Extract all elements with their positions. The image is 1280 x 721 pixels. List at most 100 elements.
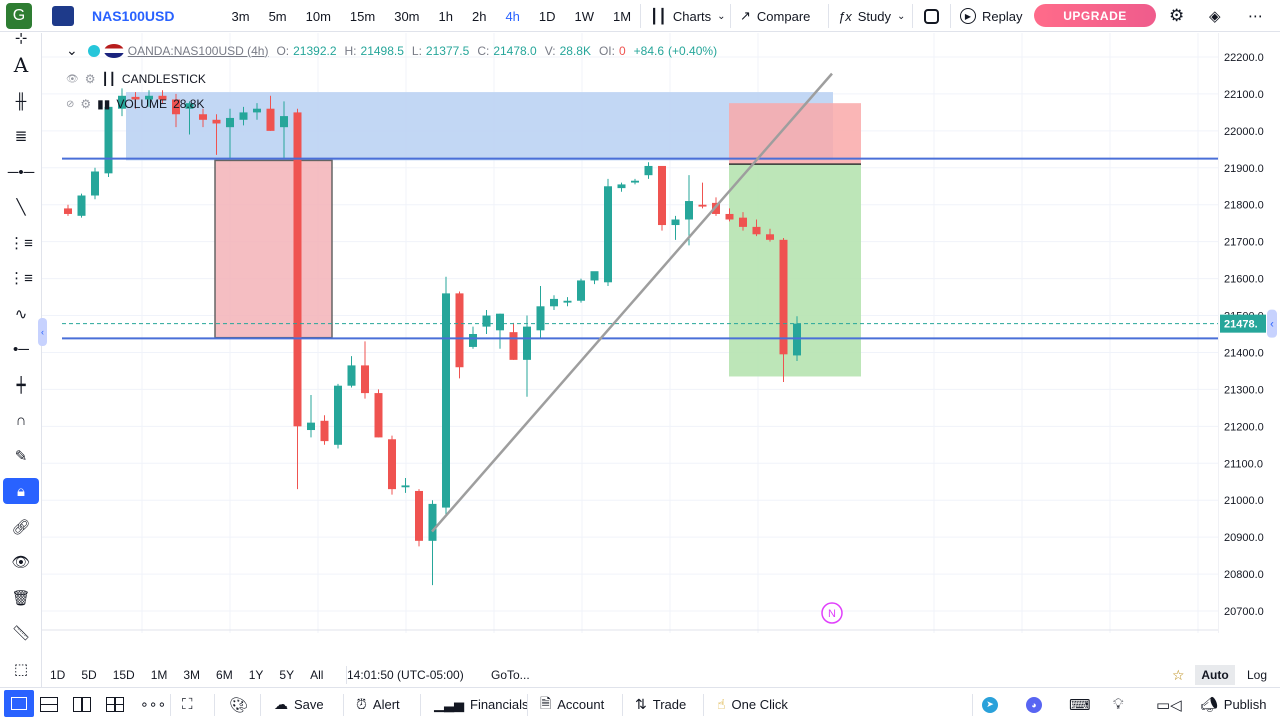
cursor-icon[interactable]: ⬚ [13,661,29,678]
palette-icon[interactable]: 🎨︎ [229,696,249,714]
interval-2h[interactable]: 2h [471,8,487,24]
range-3m[interactable]: 3M [183,668,201,682]
range-all[interactable]: All [310,668,324,682]
cloud-icon: ☁ [274,696,288,712]
lock-icon[interactable]: 🔒︎ [3,478,39,504]
grid-layout-icon[interactable] [106,688,124,721]
supply-zone-rect [126,92,833,161]
eye-icon[interactable]: 👁︎ [66,73,79,85]
split-vertical-icon[interactable] [73,688,91,721]
snapshot-button[interactable] [924,0,939,32]
gann-icon[interactable]: ⋮≡ [9,270,33,287]
interval-1W[interactable]: 1W [574,8,595,24]
settings-gear-icon[interactable]: ⚙ [1169,6,1185,25]
compare-button[interactable]: ↗ Compare [740,0,810,32]
legend-symbol[interactable]: OANDA:NAS100USD (4h) [127,43,269,58]
price-axis[interactable]: 22200.0 22100.0 22000.0 21900.0 21800.0 21700… [1218,33,1280,633]
range-15d[interactable]: 15D [112,668,135,682]
keyboard-icon[interactable]: ⌨ [1069,696,1091,714]
account-button[interactable]: 🗎︎ Account [540,688,604,721]
fib-tool-icon[interactable]: ╫ [15,92,27,110]
time-axis: 161718192223252630202412N02:58:09 [42,602,1218,631]
divider [730,4,731,28]
auto-scale-button[interactable]: Auto [1195,665,1235,685]
interval-15m[interactable]: 15m [349,8,376,24]
trash-icon[interactable]: 🗑︎ [11,590,31,607]
range-5y[interactable]: 5Y [279,668,295,682]
candle-body [469,334,477,347]
range-5d[interactable]: 5D [81,668,97,682]
layers-icon[interactable]: ◈ [1209,8,1221,25]
candle-body [77,195,86,216]
range-1m[interactable]: 1M [150,668,168,682]
more-options-icon[interactable]: ⋯ [1248,8,1263,25]
settings-gear-icon[interactable]: ⚙ [80,97,92,111]
price-chart[interactable]: 161718192223252630202412N02:58:09 [42,33,1218,633]
ray-icon[interactable]: •─ [13,340,29,358]
lightbulb-icon[interactable]: 💡︎ [1113,696,1124,713]
log-scale-button[interactable]: Log [1247,668,1268,682]
text-tool-icon[interactable]: A [13,53,29,77]
split-horizontal-icon[interactable] [40,688,58,721]
candle-body [334,385,342,445]
interval-10m[interactable]: 10m [305,8,331,24]
measure-icon[interactable]: 📏︎ [11,625,31,642]
crosshair-icon[interactable]: ⊹ [14,30,28,47]
interval-1M[interactable]: 1M [613,8,632,24]
interval-3m[interactable]: 3m [231,8,250,24]
eye-hidden-icon[interactable]: ⊘ [66,98,75,110]
pattern-icon[interactable]: ∿ [14,306,28,323]
study-button[interactable]: ƒx Study ⌄ [838,0,905,32]
vertical-line-icon[interactable]: ┿ [16,377,26,394]
candle-body [658,165,666,226]
volume-study-legend[interactable]: ⊘ ⚙ ▮▮ VOLUME 28.8K [66,97,204,111]
channel-tool-icon[interactable]: ≣ [14,128,28,145]
range-1d[interactable]: 1D [50,668,66,682]
interval-1h[interactable]: 1h [438,8,453,24]
collapse-toolbar-handle[interactable]: ‹ [38,318,47,346]
interval-1D[interactable]: 1D [538,8,556,24]
eye-icon[interactable]: 👁︎ [11,554,31,571]
clock-label[interactable]: 14:01:50 (UTC-05:00) [347,668,464,682]
alert-button[interactable]: ⏰︎ Alert [356,688,400,721]
interval-4h[interactable]: 4h [505,8,520,24]
ruler-pencil-icon[interactable]: ✎ [14,448,28,465]
publish-button[interactable]: 📣︎ Publish [1200,688,1266,721]
range-6m[interactable]: 6M [216,668,233,682]
candle-body [536,306,545,331]
symbol-search-button[interactable]: NAS100USD [92,8,175,24]
one-click-button[interactable]: ☝ One Click [717,688,788,721]
price-label: 22100.0 [1224,89,1264,101]
financials-button[interactable]: ▁▃▅ Financials [434,688,529,721]
telegram-icon[interactable]: ➤ [982,688,998,721]
charts-button[interactable]: ┃┃ Charts ⌄ [650,0,726,32]
price-label: 22200.0 [1224,52,1264,64]
divider [972,694,973,716]
link-icon[interactable]: 🔗︎ [11,519,31,536]
single-layout-icon[interactable] [4,690,34,717]
more-layouts-icon[interactable]: ∘∘∘ [140,696,167,712]
save-button[interactable]: ☁ Save [274,688,324,721]
magnet-icon[interactable]: ∩ [15,411,27,429]
user-avatar[interactable]: G [6,3,32,29]
candle-body [496,313,504,331]
collapse-chevron-icon[interactable]: ⌄ [66,42,78,58]
candlestick-study-legend[interactable]: 👁︎ ⚙ ┃┃ CANDLESTICK [66,72,206,86]
video-camera-icon[interactable]: ▭◁ [1156,696,1182,714]
interval-30m[interactable]: 30m [394,8,420,24]
brand-logo-icon[interactable] [52,6,74,26]
range-1y[interactable]: 1Y [248,668,264,682]
horizontal-line-icon[interactable]: ─•─ [7,163,35,181]
trend-line-icon[interactable]: ╲ [16,199,26,216]
pitchfork-icon[interactable]: ⋮≡ [9,235,33,252]
goto-button[interactable]: GoTo... [491,668,530,682]
discord-icon[interactable]: ◕ [1026,688,1042,721]
replay-button[interactable]: ▶ Replay [960,0,1022,32]
trade-button[interactable]: ⇅ Trade [635,688,686,721]
upgrade-button[interactable]: UPGRADE [1034,4,1156,27]
interval-5m[interactable]: 5m [268,8,287,24]
star-icon[interactable]: ☆ [1172,666,1185,683]
settings-gear-icon[interactable]: ⚙ [84,72,96,86]
candle-body [617,184,626,189]
fullscreen-icon[interactable]: ⛶ [182,696,193,713]
